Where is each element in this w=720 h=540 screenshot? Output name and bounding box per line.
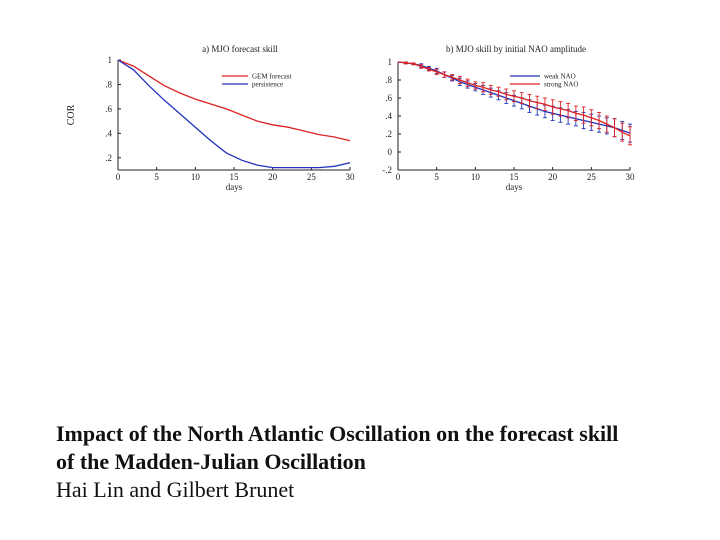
y-tick-label: -.2	[382, 165, 392, 175]
y-tick-label: .2	[105, 153, 112, 163]
y-tick-label: .6	[385, 93, 392, 103]
x-tick-label: 25	[307, 172, 317, 182]
y-tick-label: .2	[385, 129, 392, 139]
x-tick-label: 0	[116, 172, 121, 182]
y-tick-label: 0	[388, 147, 393, 157]
y-tick-label: .8	[385, 75, 392, 85]
legend-label: persistence	[252, 81, 283, 89]
y-axis-label: COR	[66, 104, 77, 125]
x-tick-label: 10	[471, 172, 481, 182]
caption-title-line-1: Impact of the North Atlantic Oscillation…	[56, 421, 619, 446]
x-tick-label: 10	[191, 172, 201, 182]
chart-title: b) MJO skill by initial NAO amplitude	[446, 44, 586, 54]
x-tick-label: 15	[230, 172, 240, 182]
x-tick-label: 20	[548, 172, 558, 182]
y-tick-label: .4	[105, 128, 112, 138]
chart-title: a) MJO forecast skill	[202, 44, 278, 54]
y-tick-label: 1	[108, 55, 113, 65]
y-tick-label: .6	[105, 104, 112, 114]
caption: Impact of the North Atlantic Oscillation…	[56, 420, 696, 504]
panel-b-mjo-skill-by-nao: b) MJO skill by initial NAO amplitude 0 5 1…	[382, 44, 635, 192]
x-tick-label: 0	[396, 172, 401, 182]
x-tick-label: 25	[587, 172, 597, 182]
series-line-persistence	[117, 59, 351, 169]
x-tick-label: 30	[346, 172, 356, 182]
caption-authors: Hai Lin and Gilbert Brunet	[56, 477, 295, 502]
x-axis-label: days	[226, 182, 243, 192]
x-tick-label: 5	[434, 172, 439, 182]
caption-title-line-2: of the Madden-Julian Oscillation	[56, 449, 366, 474]
legend-label: GEM forecast	[252, 73, 292, 81]
y-tick-label: .8	[105, 79, 112, 89]
x-tick-label: 15	[510, 172, 520, 182]
legend-label: weak NAO	[544, 73, 576, 81]
y-tick-label: .4	[385, 111, 392, 121]
panel-a-mjo-forecast-skill: a) MJO forecast skill 0 5 10 15 20 25 30 .2 .4 .6.…	[66, 44, 355, 192]
series-line-gem-forecast	[117, 59, 351, 142]
legend-label: strong NAO	[544, 81, 578, 89]
y-tick-label: 1	[388, 57, 393, 67]
x-tick-label: 5	[154, 172, 159, 182]
x-axis-label: days	[506, 182, 523, 192]
x-tick-label: 20	[268, 172, 278, 182]
x-tick-label: 30	[626, 172, 636, 182]
